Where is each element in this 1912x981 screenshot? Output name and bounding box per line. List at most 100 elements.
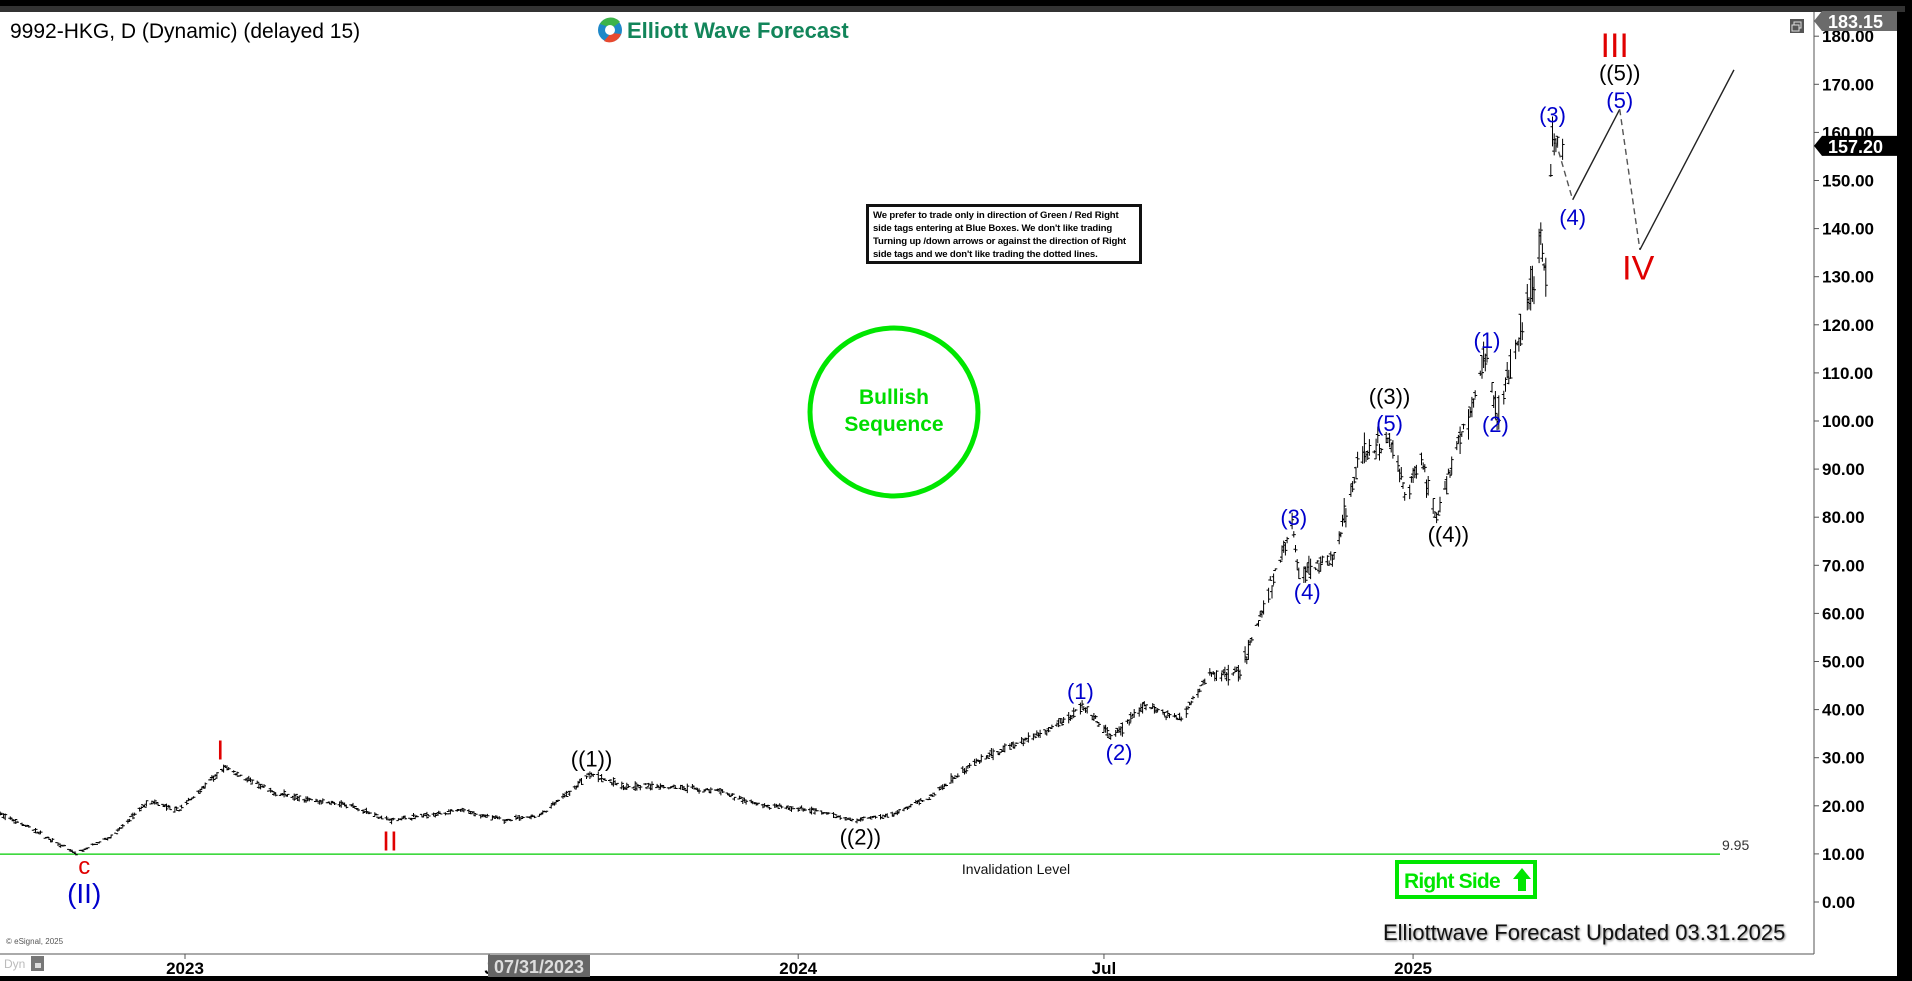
x-tick-label: 2023 <box>166 959 204 978</box>
price-bar <box>1038 729 1043 738</box>
price-bar <box>164 803 169 811</box>
updated-text: Elliottwave Forecast Updated 03.31.2025 <box>1383 920 1785 945</box>
price-bar <box>1046 727 1051 733</box>
price-bar <box>1189 700 1194 704</box>
price-bar <box>344 804 349 809</box>
y-tick-label: 80.00 <box>1822 508 1865 527</box>
price-bar <box>967 762 972 769</box>
price-bar <box>461 808 466 813</box>
price-bar <box>1342 497 1347 523</box>
price-bar <box>833 813 838 816</box>
trading-note: We prefer to trade only in direction of … <box>866 204 1142 264</box>
price-bar <box>930 794 935 797</box>
price-bar <box>1332 552 1337 560</box>
price-bar <box>438 813 443 815</box>
price-bar <box>450 809 455 812</box>
price-bar <box>873 815 878 819</box>
lock-icon[interactable] <box>31 956 44 971</box>
price-bar <box>203 782 208 788</box>
price-bar <box>844 817 849 820</box>
price-bar <box>411 812 416 818</box>
price-bar <box>1402 491 1407 501</box>
price-bar <box>1313 567 1318 571</box>
wave-label: (1) <box>1474 328 1501 353</box>
price-bar <box>473 812 478 815</box>
price-bar <box>1422 464 1427 473</box>
dyn-label[interactable]: Dyn <box>4 957 25 971</box>
wave-label: ((5)) <box>1599 60 1641 85</box>
cursor-date-box <box>488 955 590 977</box>
projection-segment <box>1555 141 1574 200</box>
price-bar <box>391 817 396 821</box>
price-bar <box>367 812 372 815</box>
price-bar <box>315 800 320 802</box>
price-bar <box>1338 531 1343 538</box>
price-bar <box>508 819 513 822</box>
price-bar <box>1007 743 1012 750</box>
price-bar <box>250 779 255 785</box>
wave-label: III <box>1601 27 1629 65</box>
price-bar <box>1308 558 1313 580</box>
price-bar <box>85 847 90 849</box>
price-bar <box>179 804 184 809</box>
wave-label: I <box>216 734 224 765</box>
projection-path <box>1555 69 1735 251</box>
price-bar <box>1271 573 1276 585</box>
price-bar <box>1496 395 1501 430</box>
price-bar <box>1061 717 1066 724</box>
price-bar <box>626 785 631 788</box>
price-bar <box>1096 722 1101 727</box>
price-bar <box>332 802 337 805</box>
price-bar <box>120 823 125 828</box>
price-bar <box>130 812 135 820</box>
price-bar <box>1273 568 1278 572</box>
price-bar <box>1518 313 1523 346</box>
y-tick-label: 20.00 <box>1822 797 1865 816</box>
price-bar <box>932 792 937 796</box>
price-bar <box>1320 555 1325 564</box>
price-bar <box>671 784 676 788</box>
y-tick-label: 110.00 <box>1822 364 1873 383</box>
price-bar <box>997 751 1002 755</box>
price-bar <box>1414 464 1419 479</box>
price-bar <box>556 799 560 802</box>
price-bar <box>1056 719 1061 728</box>
price-bar <box>1390 440 1395 459</box>
price-bar <box>949 773 954 784</box>
price-bar <box>1379 448 1384 454</box>
price-bar <box>1207 668 1212 676</box>
wave-label: (II) <box>67 878 101 909</box>
price-bar <box>20 822 24 826</box>
price-bar <box>532 815 537 819</box>
price-bar <box>1144 704 1148 711</box>
price-bar <box>520 816 525 819</box>
price-bar <box>149 802 154 805</box>
price-bar <box>814 809 819 812</box>
price-bar <box>964 767 969 774</box>
svg-text:183.15: 183.15 <box>1828 12 1883 32</box>
price-bar <box>624 782 629 790</box>
price-bar <box>1249 637 1254 642</box>
price-bar <box>1191 695 1195 700</box>
price-bar <box>1461 423 1466 430</box>
bullish-sequence-badge: Bullish Sequence <box>807 325 981 499</box>
price-bar <box>139 806 144 810</box>
price-bar <box>1560 138 1565 160</box>
price-bar <box>1021 739 1026 747</box>
price-bar <box>1184 706 1189 718</box>
price-bar <box>732 796 737 801</box>
price-bar <box>717 788 722 792</box>
price-bar <box>1466 409 1471 440</box>
price-bar <box>1150 703 1155 709</box>
price-bar <box>282 789 287 798</box>
price-bar <box>787 805 792 810</box>
price-bar <box>920 800 925 803</box>
price-bar <box>1033 735 1038 739</box>
window-restore-icon[interactable] <box>1790 19 1804 33</box>
price-bar <box>1540 243 1545 262</box>
price-bar <box>191 796 196 799</box>
price-bar <box>1162 711 1167 717</box>
price-bar <box>729 794 733 798</box>
price-bar <box>366 811 371 813</box>
price-bar <box>262 784 266 789</box>
